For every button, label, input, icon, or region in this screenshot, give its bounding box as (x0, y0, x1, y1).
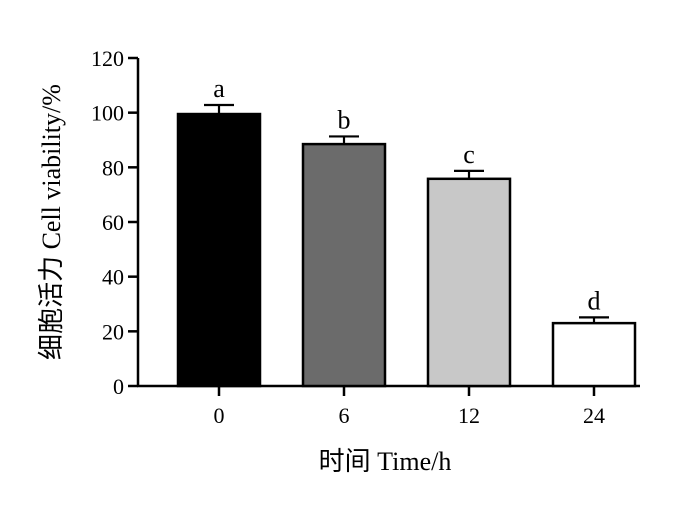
significance-letter-12: c (463, 140, 475, 169)
y-tick-label: 20 (102, 319, 124, 344)
x-tick-label: 6 (339, 403, 350, 428)
bars: a b c d (176, 74, 637, 388)
y-tick-label: 40 (102, 265, 124, 290)
y-axis: 0 20 40 60 80 100 120 (91, 46, 140, 399)
y-axis-title: 细胞活力 Cell viability/% (37, 84, 66, 360)
significance-letter-6: b (338, 105, 351, 134)
x-tick-label: 24 (583, 403, 605, 428)
x-tick-label: 12 (458, 403, 480, 428)
x-axis-title: 时间 Time/h (319, 447, 452, 476)
significance-letter-0: a (213, 74, 225, 103)
y-tick-label: 80 (102, 155, 124, 180)
y-tick-label: 60 (102, 210, 124, 235)
bar-12 (426, 177, 512, 388)
bar-24 (551, 321, 637, 388)
x-axis: 0 6 12 24 (137, 384, 640, 428)
y-tick-label: 0 (113, 374, 124, 399)
x-tick-label: 0 (214, 403, 225, 428)
bar-0 (176, 112, 262, 388)
y-tick-label: 120 (91, 46, 124, 71)
y-tick-label: 100 (91, 101, 124, 126)
significance-letter-24: d (588, 286, 601, 315)
bar-6 (301, 142, 387, 388)
